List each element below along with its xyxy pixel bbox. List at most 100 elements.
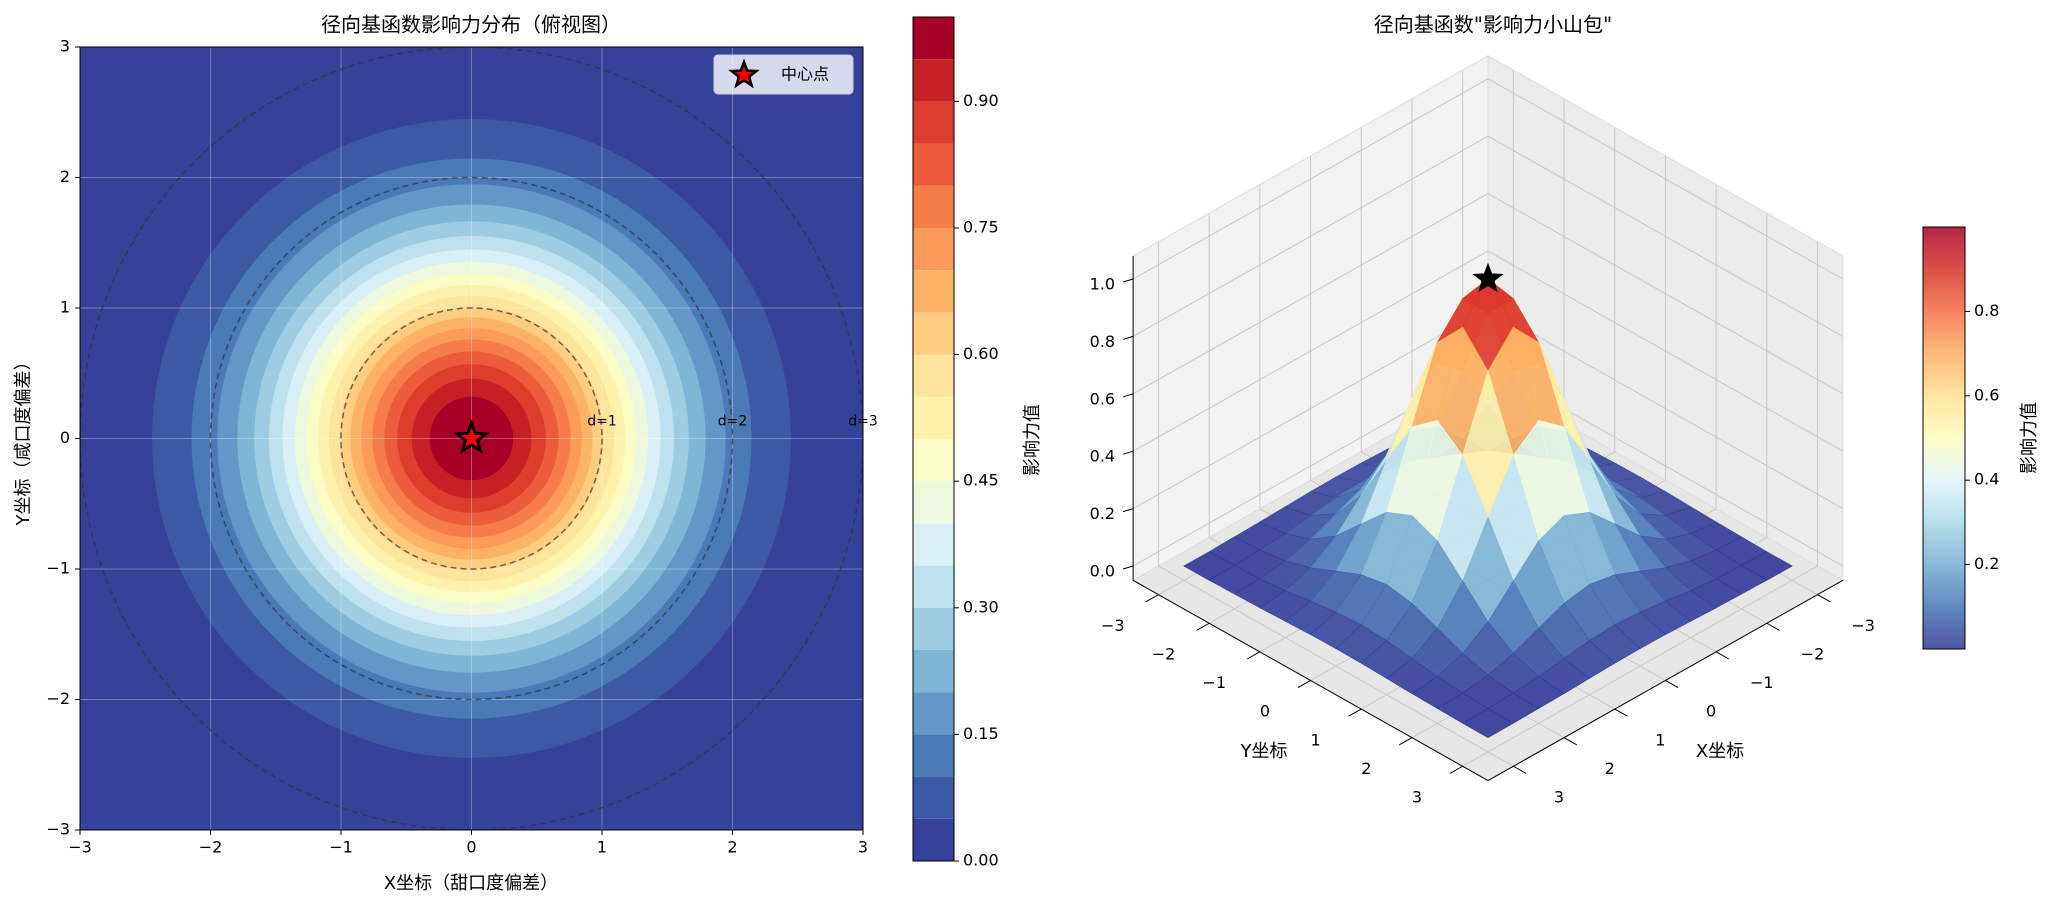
colorbar-band <box>913 523 954 566</box>
reference-circle <box>340 307 603 570</box>
y-tick-label: 1 <box>1311 730 1321 749</box>
z-tick-label: 0.6 <box>1090 389 1115 408</box>
colorbar-band <box>913 439 954 482</box>
x-tick <box>1614 708 1628 717</box>
x-tick-label: 1 <box>1655 730 1665 749</box>
colorbar-tick-label: 0.90 <box>963 91 999 110</box>
y-axis-label: Y坐标（咸口度偏差） <box>13 353 34 527</box>
z-axis-label: 影响力值 <box>1022 404 1043 476</box>
colorbar-band <box>913 185 954 228</box>
colorbar-tick-label: 0.8 <box>1974 301 1999 320</box>
chart-title: 径向基函数"影响力小山包" <box>1374 13 1612 37</box>
colorbar-band <box>913 17 954 60</box>
colorbar-tick-label: 0.15 <box>963 724 999 743</box>
x-tick-label: 2 <box>1605 759 1615 778</box>
y-tick-label: −1 <box>1202 673 1226 692</box>
z-tick <box>1122 335 1134 340</box>
center-marker <box>453 419 490 455</box>
colorbar-tick-label: 0.75 <box>963 218 999 237</box>
y-tick-label: 3 <box>1412 787 1422 806</box>
y-tick <box>1449 765 1463 774</box>
y-tick-label: 3 <box>60 37 70 56</box>
legend-marker <box>728 58 760 89</box>
x-tick-label: −1 <box>1750 673 1774 692</box>
colorbar-band <box>913 692 954 735</box>
grid-line <box>1132 193 1489 395</box>
grid-line <box>1132 135 1489 337</box>
y-tick-label: −3 <box>46 820 70 839</box>
z-tick <box>1122 278 1134 283</box>
center-marker <box>1472 262 1504 293</box>
y-tick-label: 0 <box>1260 702 1270 721</box>
legend-label: 中心点 <box>781 65 829 84</box>
colorbar-tick-label: 0.4 <box>1974 470 1999 489</box>
z-tick-label: 0.4 <box>1090 447 1115 466</box>
colorbar <box>1922 226 1966 650</box>
reference-circle <box>209 176 734 701</box>
colorbar-band <box>913 59 954 102</box>
grid-line <box>1132 250 1489 452</box>
axis-line <box>1487 579 1844 781</box>
colorbar-band <box>913 565 954 608</box>
z-tick <box>1122 450 1134 455</box>
colorbar-band <box>913 776 954 819</box>
grid-line <box>1487 193 1844 395</box>
colorbar-tick-label: 0.2 <box>1974 554 1999 573</box>
y-axis-label: Y坐标 <box>1240 741 1288 762</box>
x-tick-label: −2 <box>199 838 223 857</box>
grid-line <box>1487 307 1844 510</box>
z-tick <box>1122 393 1134 398</box>
reference-label: d=2 <box>718 414 748 430</box>
x-tick <box>1563 737 1577 746</box>
y-tick <box>1399 737 1413 746</box>
x-axis-label: X坐标 <box>1696 741 1744 762</box>
z-tick-label: 1.0 <box>1090 275 1115 294</box>
y-tick <box>1145 594 1159 603</box>
y-tick-label: 0 <box>60 428 70 447</box>
colorbar-band <box>913 607 954 650</box>
y-tick-label: 2 <box>1361 759 1371 778</box>
x-tick-label: 3 <box>858 838 868 857</box>
colorbar-tick-label: 0.45 <box>963 471 999 490</box>
y-tick-label: −2 <box>46 689 70 708</box>
colorbar-band <box>913 101 954 144</box>
colorbar-frame <box>912 16 955 862</box>
reference-label: d=1 <box>587 414 617 430</box>
y-tick <box>1348 708 1362 717</box>
x-tick-label: 0 <box>466 838 476 857</box>
y-tick <box>1196 622 1210 631</box>
colorbar-label: 影响力值 <box>2019 402 2040 474</box>
z-tick-label: 0.2 <box>1090 504 1115 523</box>
y-tick-label: 2 <box>60 167 70 186</box>
x-tick-label: −3 <box>1851 616 1875 635</box>
y-tick-label: 1 <box>60 298 70 317</box>
colorbar-tick-label: 0.00 <box>963 851 999 870</box>
contour-plot <box>80 47 863 830</box>
x-tick <box>1513 765 1527 774</box>
grid-line <box>1487 78 1844 280</box>
colorbar-band <box>913 818 954 861</box>
x-tick <box>1766 622 1780 631</box>
grid-line <box>1132 78 1489 280</box>
grid-line <box>1487 135 1844 337</box>
y-tick-label: −2 <box>1152 644 1176 663</box>
colorbar-band <box>913 228 954 271</box>
chart-title: 径向基函数影响力分布（俯视图） <box>321 13 621 37</box>
colorbar-band <box>913 734 954 777</box>
x-tick-label: 0 <box>1706 702 1716 721</box>
y-tick <box>1246 651 1261 660</box>
x-tick-label: 1 <box>597 838 607 857</box>
colorbar-band <box>913 650 954 693</box>
y-tick <box>1297 680 1311 689</box>
colorbar-tick-label: 0.60 <box>963 344 999 363</box>
colorbar-band <box>913 270 954 313</box>
x-tick-label: 2 <box>727 838 737 857</box>
x-tick <box>1665 680 1679 689</box>
y-tick-label: −1 <box>46 559 70 578</box>
colorbar-band <box>913 312 954 355</box>
colorbar-band <box>913 354 954 397</box>
x-tick-label: −2 <box>1801 644 1825 663</box>
x-tick-label: −3 <box>68 838 92 857</box>
